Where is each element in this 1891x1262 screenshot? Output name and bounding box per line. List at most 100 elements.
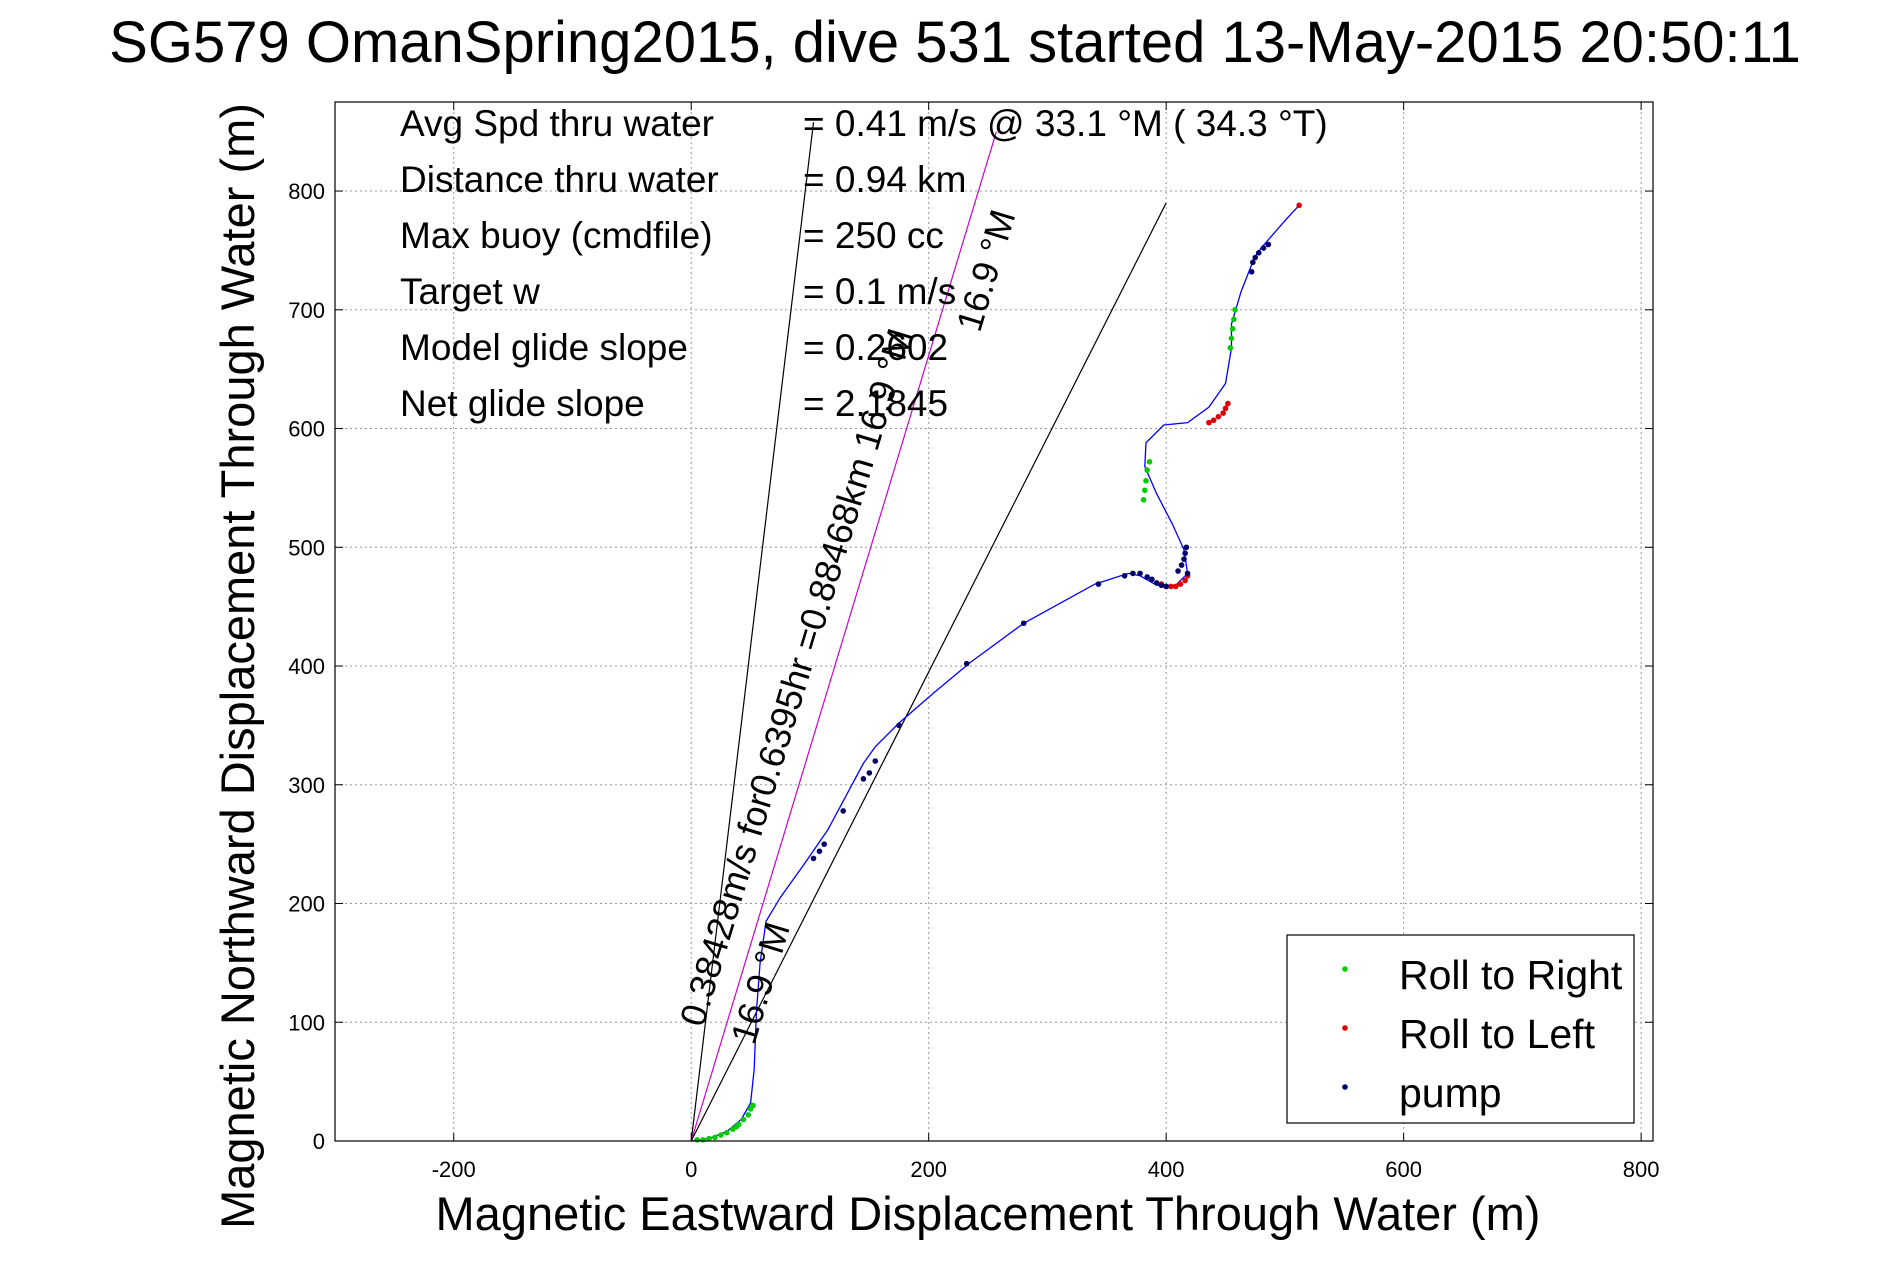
annotation-label: Model glide slope — [400, 327, 688, 368]
roll-to-right-point — [1143, 477, 1149, 484]
annotations: Avg Spd thru water = 0.41 m/s @ 33.1 °M (… — [400, 103, 1328, 424]
pump-point — [810, 855, 817, 862]
roll-to-right-point — [712, 1134, 718, 1141]
roll-to-left-point — [1172, 583, 1179, 590]
reference-line-net-direction — [690, 202, 1167, 1142]
chart-title: SG579 OmanSpring2015, dive 531 started 1… — [109, 10, 1801, 75]
legend-label: pump — [1399, 1070, 1502, 1116]
legend-label: Roll to Right — [1399, 952, 1623, 998]
roll-to-right-point — [700, 1137, 706, 1143]
pump-point — [1158, 582, 1165, 589]
roll-to-right-point — [1232, 307, 1238, 313]
annotation-label: Target w — [400, 271, 540, 312]
roll-to-right-point — [694, 1137, 700, 1143]
pump-point — [860, 776, 867, 782]
pump-point — [1175, 568, 1181, 574]
roll-to-right-point — [740, 1116, 747, 1123]
pump-point — [1121, 572, 1128, 579]
pump-point — [1184, 570, 1191, 577]
pump-point — [1163, 583, 1169, 590]
y-tick-label: 0 — [313, 1129, 325, 1154]
pump-point — [872, 758, 879, 764]
pump-point — [1181, 556, 1187, 562]
roll-to-left-point — [1222, 405, 1229, 412]
roll-to-right-point — [1144, 467, 1150, 473]
annotation-label: Distance thru water — [400, 159, 719, 200]
pump-point — [1095, 581, 1102, 587]
roll-to-right-point — [750, 1102, 756, 1109]
pump-point — [821, 841, 828, 847]
reference-lines — [690, 122, 1167, 1142]
pump-point — [1130, 570, 1136, 577]
roll-to-left-point — [1215, 413, 1222, 420]
y-tick-label: 300 — [288, 773, 325, 798]
pump-point — [1183, 544, 1190, 551]
x-tick-label: 800 — [1623, 1157, 1660, 1182]
pump-point — [866, 770, 873, 776]
pump-point — [896, 722, 902, 729]
pump-point — [1144, 574, 1150, 580]
annotation-label: Net glide slope — [400, 383, 645, 424]
x-tick-label: 400 — [1148, 1157, 1185, 1182]
annotation-value: = 0.1 m/s — [803, 271, 956, 312]
pump-point — [1265, 241, 1272, 248]
annotation-value: = 250 cc — [803, 215, 944, 256]
pump-point — [1252, 254, 1259, 261]
annotation-value: = 0.41 m/s @ 33.1 °M ( 34.3 °T) — [803, 103, 1328, 144]
points-layer — [694, 202, 1302, 1143]
pump-point — [1255, 250, 1262, 256]
y-tick-label: 400 — [288, 654, 325, 679]
roll-to-right-point — [733, 1123, 740, 1130]
roll-to-left-point — [1206, 419, 1212, 426]
y-tick-label: 800 — [288, 179, 325, 204]
pump-point — [1149, 576, 1155, 583]
roll-to-left-point — [1182, 577, 1188, 584]
y-tick-label: 500 — [288, 535, 325, 560]
legend: Roll to Right Roll to Left pump — [1286, 934, 1635, 1124]
roll-to-right-point — [745, 1112, 752, 1118]
annotation-label: Max buoy (cmdfile) — [400, 215, 713, 256]
roll-to-right-point — [1146, 458, 1153, 465]
pump-point — [1178, 562, 1185, 568]
roll-to-right-point — [1227, 344, 1234, 351]
roll-to-right-point — [1229, 325, 1236, 332]
pump-point — [1248, 269, 1255, 275]
axis-ticks: -200 0 200 400 600 800 0 100 200 300 400 500 600 700 8… — [288, 102, 1659, 1182]
pump-point — [840, 808, 847, 814]
roll-to-left-point — [1210, 417, 1217, 424]
annotation-value: = 2.1845 — [803, 383, 948, 424]
plot-area: -200 0 200 400 600 800 0 100 200 300 400 500 600 700 8… — [288, 101, 1659, 1182]
x-tick-label: -200 — [432, 1157, 476, 1182]
roll-to-right-point — [718, 1132, 724, 1138]
annotation-label: Avg Spd thru water — [400, 103, 714, 144]
roll-to-right-point — [706, 1135, 712, 1142]
roll-to-left-point — [1225, 400, 1231, 407]
annotation-value: = 0.94 km — [803, 159, 967, 200]
pump-point — [1250, 259, 1256, 266]
legend-marker — [1342, 1084, 1348, 1090]
roll-to-right-point — [724, 1129, 730, 1136]
annotation-value: = 0.2602 — [803, 327, 948, 368]
roll-to-left-point — [1296, 202, 1302, 209]
pump-point — [816, 848, 823, 855]
roll-to-left-point — [1177, 581, 1184, 587]
y-tick-label: 700 — [288, 298, 325, 323]
roll-to-right-point — [1228, 335, 1235, 342]
x-tick-label: 200 — [910, 1157, 947, 1182]
pump-point — [1260, 245, 1267, 251]
legend-marker — [1342, 966, 1348, 972]
x-axis-label: Magnetic Eastward Displacement Through W… — [436, 1187, 1541, 1240]
plot-border — [334, 101, 1654, 1142]
y-tick-label: 600 — [288, 417, 325, 442]
y-tick-label: 200 — [288, 892, 325, 917]
pump-point — [1153, 580, 1160, 586]
roll-to-right-point — [1231, 316, 1237, 323]
legend-marker — [1342, 1025, 1348, 1031]
reference-line-heading-33.1 — [690, 122, 815, 1142]
x-tick-label: 0 — [685, 1157, 697, 1182]
roll-to-left-point — [1220, 410, 1226, 416]
legend-label: Roll to Left — [1399, 1011, 1596, 1057]
pump-point — [963, 660, 970, 667]
x-tick-label: 600 — [1385, 1157, 1422, 1182]
